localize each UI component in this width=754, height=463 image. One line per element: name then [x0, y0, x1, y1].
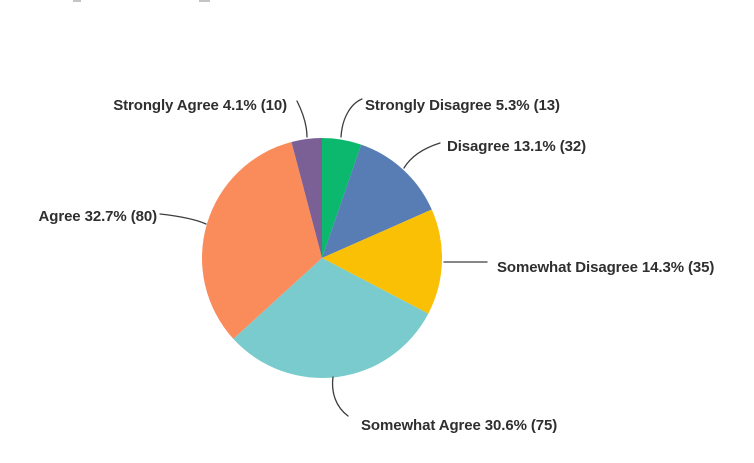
cropped-text-artifact — [199, 0, 210, 2]
leader-line-strongly-disagree — [340, 98, 363, 138]
pie-slice-somewhat-disagree[interactable] — [322, 209, 442, 314]
slice-label-strongly-disagree: Strongly Disagree 5.3% (13) — [365, 97, 560, 114]
pie-slice-strongly-agree[interactable] — [291, 138, 322, 258]
pie-slice-somewhat-agree[interactable] — [233, 258, 429, 379]
slice-label-somewhat-disagree: Somewhat Disagree 14.3% (35) — [497, 259, 715, 276]
leader-line-disagree — [403, 142, 441, 169]
pie-slice-agree[interactable] — [201, 141, 322, 339]
slice-label-disagree: Disagree 13.1% (32) — [447, 138, 587, 155]
slice-label-somewhat-agree: Somewhat Agree 30.6% (75) — [361, 417, 558, 434]
leader-line-strongly-agree — [296, 100, 308, 138]
slice-label-agree: Agree 32.7% (80) — [38, 208, 158, 225]
leader-line-agree — [159, 213, 207, 225]
cropped-text-artifact — [73, 0, 81, 2]
pie-slice-strongly-disagree[interactable] — [322, 138, 362, 258]
slice-label-strongly-agree: Strongly Agree 4.1% (10) — [113, 97, 287, 114]
pie-slice-disagree[interactable] — [322, 144, 432, 258]
leader-line-somewhat-agree — [331, 376, 349, 417]
